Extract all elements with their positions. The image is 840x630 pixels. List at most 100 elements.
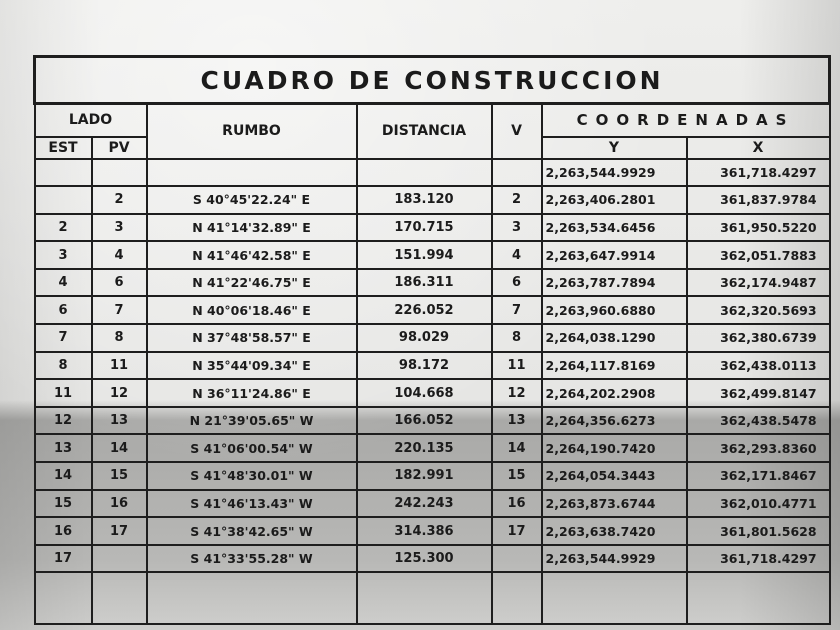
distancia-cell: 186.311 [355,267,493,298]
distancia-cell: 98.172 [355,350,493,381]
est-cell [33,157,93,188]
pv-cell: 4 [90,240,148,270]
distancia-cell: 242.243 [355,488,493,519]
est-cell: 3 [33,240,93,270]
x-coordinate-cell: 361,718.4297 [685,157,831,188]
est-cell: 13 [33,433,93,464]
est-cell: 12 [33,405,93,436]
x-coordinate-cell: 362,051.7883 [685,240,831,270]
distancia-cell: 220.135 [355,433,493,464]
y-coordinate-cell: 2,264,356.6273 [540,405,688,436]
empty-cell [685,571,831,626]
pv-cell: 3 [90,212,148,243]
distancia-cell: 166.052 [355,405,493,436]
rumbo-cell: N 41°14'32.89" E [145,212,358,243]
x-coordinate-cell: 362,174.9487 [685,267,831,298]
rumbo-cell: S 40°45'22.24" E [145,185,358,215]
pv-cell: 13 [90,405,148,436]
est-cell: 2 [33,212,93,243]
x-coordinate-cell: 362,010.4771 [685,488,831,519]
v-cell [490,157,543,188]
table-body: 2,263,544.9929 361,718.4297 2 S 40°45'22.24… [33,157,831,626]
empty-cell [490,571,543,626]
x-coordinate-cell: 362,293.8360 [685,433,831,464]
pv-cell: 12 [90,378,148,408]
table-row: 12 13 N 21°39'05.65" W 166.052 13 2,264,356.6… [33,405,831,436]
v-cell: 17 [490,516,543,546]
table-row: 16 17 S 41°38'42.65" W 314.386 17 2,263,638.7… [33,516,831,546]
v-cell: 4 [490,240,543,270]
header-v: V [490,102,543,160]
table-row: 11 12 N 36°11'24.86" E 104.668 12 2,264,202.2… [33,378,831,408]
x-coordinate-cell: 362,499.8147 [685,378,831,408]
empty-row [33,571,831,626]
distancia-cell: 98.029 [355,323,493,353]
y-coordinate-cell: 2,263,544.9929 [540,543,688,574]
est-cell: 11 [33,378,93,408]
pv-cell: 14 [90,433,148,464]
v-cell: 6 [490,267,543,298]
table-row: 8 11 N 35°44'09.34" E 98.172 11 2,264,117.816… [33,350,831,381]
pv-cell: 17 [90,516,148,546]
table-title: CUADRO DE CONSTRUCCION [32,55,832,105]
rumbo-cell: N 41°46'42.58" E [145,240,358,270]
header-y: Y [540,135,688,160]
est-cell: 16 [33,516,93,546]
x-coordinate-cell: 362,380.6739 [685,323,831,353]
y-coordinate-cell: 2,264,038.1290 [540,323,688,353]
pv-cell [90,157,148,188]
est-cell: 8 [33,350,93,381]
pv-cell: 16 [90,488,148,519]
est-cell: 7 [33,323,93,353]
distancia-cell [355,157,493,188]
table-row: 13 14 S 41°06'00.54" W 220.135 14 2,264,190.7… [33,433,831,464]
rumbo-cell: N 40°06'18.46" E [145,295,358,326]
v-cell: 3 [490,212,543,243]
x-coordinate-cell: 362,320.5693 [685,295,831,326]
header-coordenadas: COORDENADAS [540,102,831,138]
rumbo-cell: S 41°48'30.01" W [145,461,358,491]
v-cell: 16 [490,488,543,519]
x-coordinate-cell: 362,438.5478 [685,405,831,436]
distancia-cell: 314.386 [355,516,493,546]
pv-cell: 7 [90,295,148,326]
y-coordinate-cell: 2,263,873.6744 [540,488,688,519]
distancia-cell: 226.052 [355,295,493,326]
x-coordinate-cell: 361,718.4297 [685,543,831,574]
distancia-cell: 151.994 [355,240,493,270]
distancia-cell: 125.300 [355,543,493,574]
empty-cell [355,571,493,626]
distancia-cell: 182.991 [355,461,493,491]
y-coordinate-cell: 2,263,638.7420 [540,516,688,546]
header-distancia: DISTANCIA [355,102,493,160]
rumbo-cell: S 41°38'42.65" W [145,516,358,546]
v-cell: 11 [490,350,543,381]
construction-table: CUADRO DE CONSTRUCCION LADO RUMBO DISTAN… [32,55,832,626]
header-rumbo: RUMBO [145,102,358,160]
empty-cell [33,571,93,626]
pv-cell: 2 [90,185,148,215]
table-row: 17 S 41°33'55.28" W 125.300 2,263,544.9929 3… [33,543,831,574]
v-cell: 8 [490,323,543,353]
est-cell: 14 [33,461,93,491]
rumbo-cell: N 36°11'24.86" E [145,378,358,408]
rumbo-cell: N 41°22'46.75" E [145,267,358,298]
rumbo-cell: S 41°46'13.43" W [145,488,358,519]
pv-cell: 15 [90,461,148,491]
est-cell: 15 [33,488,93,519]
table-row: 15 16 S 41°46'13.43" W 242.243 16 2,263,873.6… [33,488,831,519]
empty-cell [540,571,688,626]
v-cell [490,543,543,574]
y-coordinate-cell: 2,264,190.7420 [540,433,688,464]
table-row: 2,263,544.9929 361,718.4297 [33,157,831,188]
x-coordinate-cell: 362,171.8467 [685,461,831,491]
rumbo-cell: S 41°06'00.54" W [145,433,358,464]
x-coordinate-cell: 362,438.0113 [685,350,831,381]
x-coordinate-cell: 361,950.5220 [685,212,831,243]
